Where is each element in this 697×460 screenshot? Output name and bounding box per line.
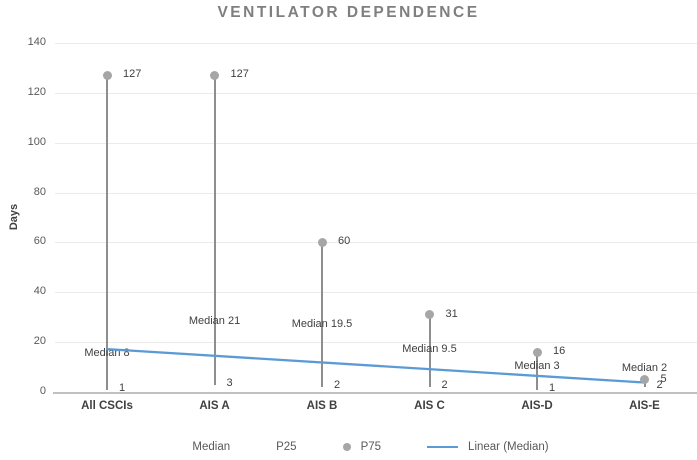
p75-marker [425, 310, 434, 320]
gridline [55, 342, 697, 344]
gridline [55, 43, 697, 44]
gridline [55, 242, 697, 244]
y-tick-label: 40 [33, 285, 46, 298]
legend-item-linear-median: Linear (Median) [427, 441, 549, 453]
legend-item-p75: P75 [342, 441, 382, 453]
gridline [55, 92, 697, 94]
p25-value-label: 2 [441, 379, 448, 391]
median-value-label: Median 9.5 [402, 343, 457, 356]
legend-dot-marker-icon [342, 443, 351, 451]
x-axis-category-label: AIS-E [629, 400, 660, 412]
p75-marker [317, 237, 327, 247]
y-tick-label: 60 [33, 235, 46, 248]
legend-item-median: Median [192, 441, 230, 453]
p75-value-label: 127 [123, 68, 142, 81]
legend: Median P25 P75 Linear (Median) [22, 441, 697, 453]
p75-marker [102, 70, 112, 80]
x-axis-category-label: AIS-D [521, 400, 553, 412]
legend-line-marker-icon [427, 445, 459, 449]
legend-item-label: Linear (Median) [468, 441, 549, 453]
p25-p75-range-line [106, 75, 108, 390]
p75-value-label: 5 [660, 372, 667, 385]
median-value-label: Median 3 [514, 359, 560, 372]
median-value-label: Median 2 [621, 362, 668, 374]
x-axis-category-label: All CSCIs [81, 400, 133, 412]
median-value-label: Median 19.5 [291, 318, 353, 331]
p75-value-label: 31 [445, 307, 458, 320]
y-tick-label: 100 [27, 135, 46, 148]
legend-item-label: P75 [360, 441, 382, 453]
x-axis-line [53, 392, 697, 394]
y-tick-label: 20 [33, 335, 46, 348]
p75-marker [210, 70, 219, 80]
p75-value-label: 16 [553, 345, 566, 358]
gridline [55, 292, 697, 294]
median-value-label: Median 21 [188, 314, 241, 327]
p75-marker [532, 347, 542, 357]
x-axis-category-label: AIS B [306, 400, 338, 412]
y-axis-title: Days [8, 203, 20, 231]
p25-p75-range-line [321, 242, 323, 387]
p25-p75-range-line [213, 75, 216, 385]
chart-title: VENTILATOR DEPENDENCE [217, 4, 480, 21]
gridline [55, 142, 697, 144]
p25-value-label: 2 [656, 379, 663, 391]
median-value-label: Median 8 [84, 347, 130, 360]
p25-value-label: 2 [334, 379, 341, 391]
p75-value-label: 60 [338, 235, 351, 248]
legend-item-label: Median [192, 441, 231, 453]
legend-item-p25: P25 [276, 441, 296, 453]
y-tick-label: 140 [27, 36, 46, 48]
x-axis-category-label: AIS C [414, 400, 445, 412]
p25-value-label: 3 [226, 376, 233, 389]
gridline [55, 192, 697, 194]
p75-marker [640, 375, 649, 385]
p25-value-label: 1 [119, 381, 126, 394]
y-tick-label: 80 [33, 185, 46, 198]
p25-value-label: 1 [549, 381, 556, 394]
p75-value-label: 127 [230, 68, 249, 81]
y-tick-label: 0 [39, 385, 46, 397]
x-axis-category-label: AIS A [199, 400, 230, 412]
legend-item-label: P25 [276, 441, 297, 453]
y-tick-label: 120 [27, 85, 46, 98]
